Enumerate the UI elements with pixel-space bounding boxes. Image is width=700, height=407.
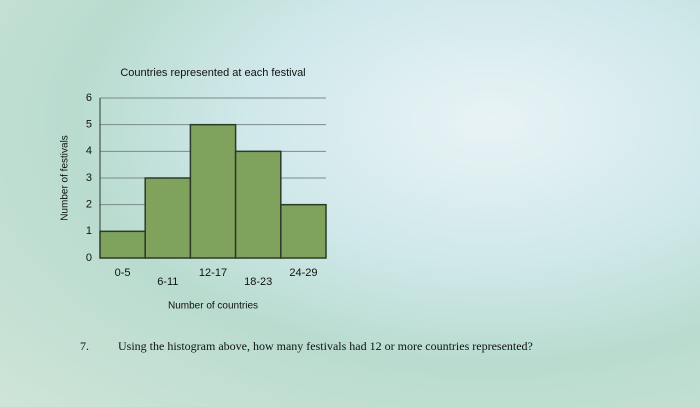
x-tick-label: 12-17 (199, 267, 227, 279)
chart-title: Countries represented at each festival (120, 67, 305, 79)
x-tick-label: 0-5 (115, 267, 131, 279)
x-tick-label: 24-29 (289, 267, 317, 279)
y-tick-label: 5 (86, 119, 92, 131)
y-tick-label: 1 (86, 225, 92, 237)
y-tick-label: 2 (86, 199, 92, 211)
bar (189, 123, 237, 259)
question-number: 7. (80, 339, 89, 353)
bar (144, 177, 192, 259)
y-tick-label: 4 (86, 145, 92, 157)
y-axis-label: Number of festivals (60, 135, 71, 221)
y-tick-label: 3 (86, 172, 92, 184)
y-tick-label: 0 (86, 252, 92, 264)
x-tick-label: 6-11 (157, 276, 178, 288)
bar (99, 230, 146, 259)
y-tick-label: 6 (86, 92, 92, 104)
bar (280, 203, 327, 259)
question-text: Using the histogram above, how many fest… (118, 339, 533, 353)
x-tick-label: 18-23 (244, 276, 272, 288)
x-axis-label: Number of countries (168, 301, 258, 312)
bar (234, 150, 282, 259)
